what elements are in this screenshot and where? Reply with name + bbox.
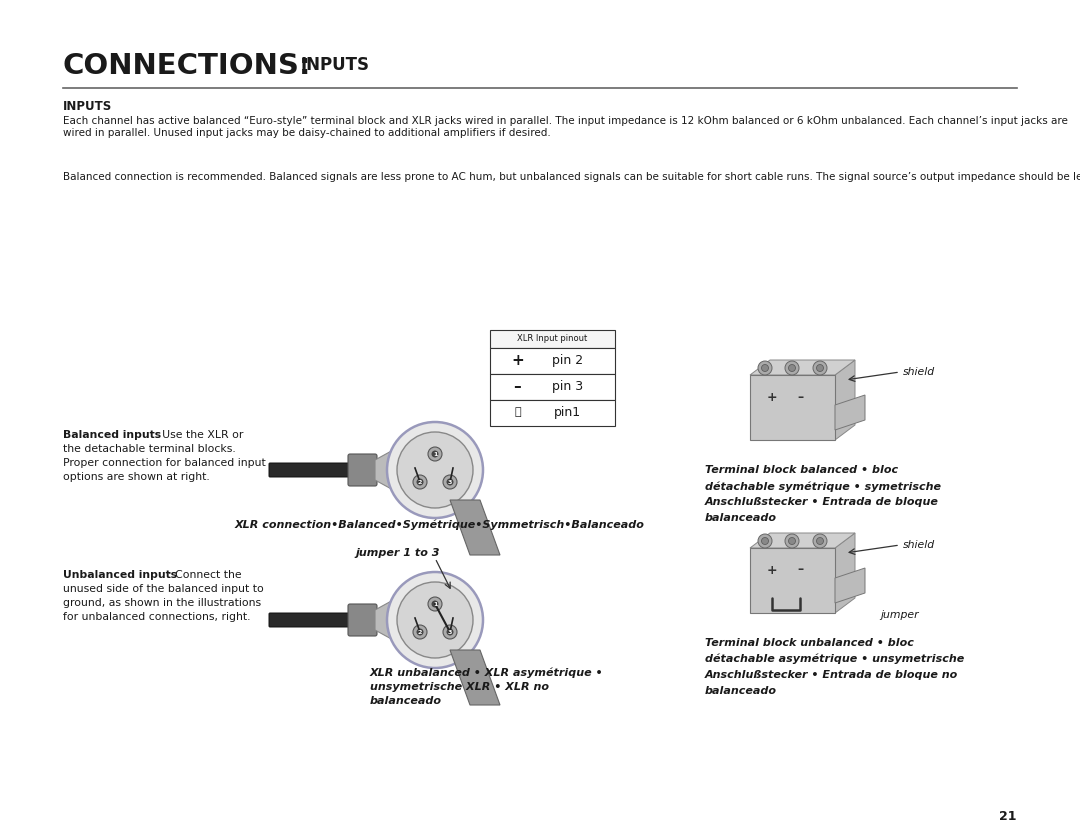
Text: Each channel has active balanced “Euro-style” terminal block and XLR jacks wired: Each channel has active balanced “Euro-s… xyxy=(63,116,1068,138)
Bar xyxy=(490,330,615,348)
Polygon shape xyxy=(375,438,415,502)
Text: Balanced connection is recommended. Balanced signals are less prone to AC hum, b: Balanced connection is recommended. Bala… xyxy=(63,172,1080,182)
Bar xyxy=(750,375,835,440)
Text: 3: 3 xyxy=(448,630,453,635)
Circle shape xyxy=(785,361,799,375)
Text: balanceado: balanceado xyxy=(370,696,442,706)
Text: 3: 3 xyxy=(448,480,453,485)
Circle shape xyxy=(758,534,772,548)
Text: jumper 1 to 3: jumper 1 to 3 xyxy=(355,548,440,558)
Polygon shape xyxy=(750,360,855,375)
Text: Balanced inputs: Balanced inputs xyxy=(63,430,161,440)
Circle shape xyxy=(397,582,473,658)
Circle shape xyxy=(387,572,483,668)
Circle shape xyxy=(387,422,483,518)
FancyBboxPatch shape xyxy=(348,454,377,486)
FancyBboxPatch shape xyxy=(348,604,377,636)
Text: +: + xyxy=(767,564,778,576)
Text: INPUTS: INPUTS xyxy=(63,100,112,113)
Bar xyxy=(490,374,615,400)
Text: ⫰: ⫰ xyxy=(514,407,521,417)
Text: CONNECTIONS:: CONNECTIONS: xyxy=(63,52,311,80)
Bar xyxy=(750,548,835,613)
Polygon shape xyxy=(835,360,855,440)
Text: balanceado: balanceado xyxy=(705,513,777,523)
Circle shape xyxy=(813,361,827,375)
Text: ground, as shown in the illustrations: ground, as shown in the illustrations xyxy=(63,598,261,608)
Text: shield: shield xyxy=(903,367,935,377)
Text: 1: 1 xyxy=(433,451,437,456)
Circle shape xyxy=(785,534,799,548)
Text: 2: 2 xyxy=(418,630,422,635)
Text: 21: 21 xyxy=(999,810,1017,823)
Text: détachable asymétrique • unsymetrische: détachable asymétrique • unsymetrische xyxy=(705,654,964,665)
Circle shape xyxy=(761,364,769,371)
Circle shape xyxy=(816,537,824,545)
Text: pin 3: pin 3 xyxy=(552,379,583,393)
Circle shape xyxy=(443,475,457,489)
Text: +: + xyxy=(767,390,778,404)
FancyBboxPatch shape xyxy=(269,613,372,627)
Text: détachable symétrique • symetrische: détachable symétrique • symetrische xyxy=(705,481,941,491)
FancyBboxPatch shape xyxy=(269,463,372,477)
Circle shape xyxy=(816,364,824,371)
Polygon shape xyxy=(450,650,500,705)
Text: pin 2: pin 2 xyxy=(552,354,583,366)
Circle shape xyxy=(432,450,438,458)
Circle shape xyxy=(758,361,772,375)
Circle shape xyxy=(813,534,827,548)
Circle shape xyxy=(428,447,442,461)
Text: Proper connection for balanced input: Proper connection for balanced input xyxy=(63,458,266,468)
Text: Terminal block balanced • bloc: Terminal block balanced • bloc xyxy=(705,465,899,475)
Circle shape xyxy=(413,475,427,489)
Circle shape xyxy=(417,479,423,485)
Polygon shape xyxy=(835,533,855,613)
Text: balanceado: balanceado xyxy=(705,686,777,696)
Polygon shape xyxy=(835,395,865,430)
Text: shield: shield xyxy=(903,540,935,550)
Circle shape xyxy=(446,479,454,485)
Text: –: – xyxy=(514,379,522,394)
Text: : Connect the: : Connect the xyxy=(168,570,242,580)
Text: XLR connection•Balanced•Symétrique•Symmetrisch•Balanceado: XLR connection•Balanced•Symétrique•Symme… xyxy=(235,520,645,530)
Circle shape xyxy=(397,432,473,508)
Circle shape xyxy=(788,364,796,371)
Text: –: – xyxy=(797,564,804,576)
Text: pin1: pin1 xyxy=(554,405,581,419)
Bar xyxy=(490,348,615,374)
Text: INPUTS: INPUTS xyxy=(301,56,370,74)
Text: Unbalanced inputs: Unbalanced inputs xyxy=(63,570,177,580)
Circle shape xyxy=(417,629,423,636)
Text: unsymetrische XLR • XLR no: unsymetrische XLR • XLR no xyxy=(370,682,549,692)
Text: XLR unbalanced • XLR asymétrique •: XLR unbalanced • XLR asymétrique • xyxy=(370,668,604,679)
Polygon shape xyxy=(750,533,855,548)
Circle shape xyxy=(446,629,454,636)
Text: the detachable terminal blocks.: the detachable terminal blocks. xyxy=(63,444,235,454)
Text: unused side of the balanced input to: unused side of the balanced input to xyxy=(63,584,264,594)
Text: XLR Input pinout: XLR Input pinout xyxy=(517,334,588,343)
Text: Terminal block unbalanced • bloc: Terminal block unbalanced • bloc xyxy=(705,638,914,648)
Text: : Use the XLR or: : Use the XLR or xyxy=(156,430,243,440)
Polygon shape xyxy=(835,568,865,603)
Circle shape xyxy=(788,537,796,545)
Text: options are shown at right.: options are shown at right. xyxy=(63,472,210,482)
Polygon shape xyxy=(450,500,500,555)
Bar xyxy=(490,400,615,426)
Circle shape xyxy=(761,537,769,545)
Text: 2: 2 xyxy=(418,480,422,485)
Text: 1: 1 xyxy=(433,601,437,606)
Text: Anschlußstecker • Entrada de bloque: Anschlußstecker • Entrada de bloque xyxy=(705,497,939,507)
Circle shape xyxy=(428,597,442,611)
Text: Anschlußstecker • Entrada de bloque no: Anschlußstecker • Entrada de bloque no xyxy=(705,670,958,680)
Circle shape xyxy=(443,625,457,639)
Circle shape xyxy=(432,600,438,607)
Text: for unbalanced connections, right.: for unbalanced connections, right. xyxy=(63,612,251,622)
Text: jumper: jumper xyxy=(880,610,919,620)
Polygon shape xyxy=(375,588,415,652)
Circle shape xyxy=(413,625,427,639)
Text: –: – xyxy=(797,390,804,404)
Text: +: + xyxy=(511,353,524,368)
